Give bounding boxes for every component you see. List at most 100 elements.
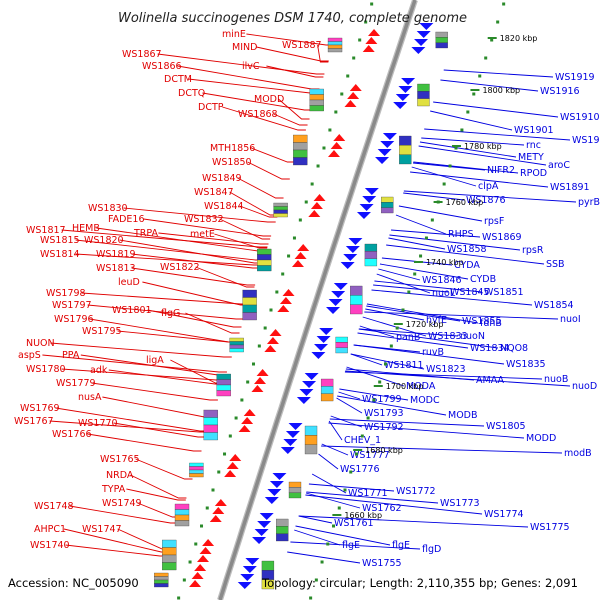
right-gene-label[interactable]: WS1891	[550, 182, 590, 193]
right-gene-label[interactable]: WS1919	[555, 72, 595, 83]
left-gene-label[interactable]: WS1830	[88, 203, 128, 214]
right-gene-label[interactable]: CYDA	[454, 260, 480, 271]
right-gene-label[interactable]: ruvB	[422, 347, 444, 358]
right-gene-label[interactable]: NQO8	[500, 343, 528, 354]
right-gene-label[interactable]: WS1811	[384, 360, 424, 371]
right-gene-label[interactable]: nuoN	[460, 331, 485, 342]
right-gene-label[interactable]: WS1851	[484, 287, 524, 298]
left-gene-label[interactable]: TRPA	[133, 228, 159, 239]
left-gene-label[interactable]: WS1849	[202, 173, 242, 184]
left-gene-label[interactable]: WS1813	[96, 263, 136, 274]
left-gene-label[interactable]: MTH1856	[210, 143, 255, 154]
left-gene-label[interactable]: WS1814	[40, 249, 80, 260]
right-gene-label[interactable]: WS1761	[334, 518, 374, 529]
left-gene-label[interactable]: WS1795	[82, 326, 122, 337]
right-gene-label[interactable]: nuoD	[572, 381, 597, 392]
left-gene-label[interactable]: WS1749	[102, 498, 142, 509]
left-gene-label[interactable]: WS1819	[96, 249, 136, 260]
right-gene-label[interactable]: modB	[564, 448, 592, 459]
left-gene-label[interactable]: flgG	[161, 308, 180, 319]
right-gene-label[interactable]: MODB	[448, 410, 478, 421]
right-gene-label[interactable]: flgE	[392, 540, 410, 551]
right-gene-label[interactable]: WS1901	[514, 125, 554, 136]
left-gene-label[interactable]: WS1740	[30, 540, 70, 551]
left-gene-label[interactable]: WS1866	[142, 61, 182, 72]
left-gene-label[interactable]: ilvC	[242, 61, 260, 72]
right-gene-label[interactable]: RHPS	[448, 229, 474, 240]
right-gene-label[interactable]: CHEV_1	[344, 435, 381, 446]
right-gene-label[interactable]: aroC	[548, 160, 570, 171]
right-gene-label[interactable]: WS1776	[340, 464, 380, 475]
left-gene-label[interactable]: HEMB	[72, 223, 100, 234]
right-gene-label[interactable]: WS1855	[462, 316, 502, 327]
left-gene-label[interactable]: WS1868	[238, 109, 278, 120]
right-gene-label[interactable]: MODA	[406, 381, 436, 392]
left-gene-label[interactable]: DCTQ	[178, 88, 205, 99]
right-gene-label[interactable]: WS1755	[362, 558, 402, 569]
left-gene-label[interactable]: WS1765	[100, 454, 140, 465]
left-gene-label[interactable]: FADE16	[108, 214, 145, 225]
left-gene-label[interactable]: WS1748	[34, 501, 74, 512]
left-gene-label[interactable]: WS1847	[194, 187, 234, 198]
right-gene-label[interactable]: WS1846	[422, 275, 462, 286]
right-gene-label[interactable]: WS1772	[396, 486, 436, 497]
left-gene-label[interactable]: WS1796	[54, 314, 94, 325]
left-gene-label[interactable]: WS1844	[204, 201, 244, 212]
left-gene-label[interactable]: TYPA	[101, 484, 126, 495]
right-gene-label[interactable]: WS1833	[428, 331, 468, 342]
right-gene-label[interactable]: WS1773	[440, 498, 480, 509]
right-gene-label[interactable]: WS1771	[348, 488, 388, 499]
right-gene-label[interactable]: WS1799	[362, 394, 402, 405]
left-gene-label[interactable]: WS1832	[184, 214, 224, 225]
right-gene-label[interactable]: WS1845	[450, 287, 490, 298]
left-gene-label[interactable]: metE	[190, 229, 215, 240]
right-gene-label[interactable]: WS1876	[466, 195, 506, 206]
left-gene-label[interactable]: WS1767	[14, 416, 54, 427]
right-gene-label[interactable]: WS1834	[470, 343, 510, 354]
left-gene-label[interactable]: DCTP	[198, 102, 224, 113]
left-gene-label[interactable]: WS1867	[122, 49, 162, 60]
left-gene-label[interactable]: MODD	[254, 94, 284, 105]
right-gene-label[interactable]: flgD	[422, 544, 441, 555]
left-gene-label[interactable]: adk	[90, 365, 108, 376]
right-gene-label[interactable]: WS1916	[540, 86, 580, 97]
left-gene-label[interactable]: WS1769	[20, 403, 60, 414]
right-gene-label[interactable]: panB	[396, 332, 420, 343]
right-gene-label[interactable]: MODD	[526, 433, 556, 444]
left-gene-label[interactable]: WS1822	[160, 262, 200, 273]
left-gene-label[interactable]: WS1887	[282, 40, 322, 51]
left-gene-label[interactable]: WS1820	[84, 235, 124, 246]
right-gene-label[interactable]: rpsF	[484, 216, 504, 227]
left-gene-label[interactable]: WS1766	[52, 429, 92, 440]
left-gene-label[interactable]: leuD	[118, 277, 140, 288]
right-gene-label[interactable]: NIFR2	[487, 165, 515, 176]
left-gene-label[interactable]: WS1801	[112, 305, 152, 316]
right-gene-label[interactable]: rpsR	[522, 245, 544, 256]
right-gene-label[interactable]: METY	[518, 152, 544, 163]
right-gene-label[interactable]: MODC	[410, 395, 440, 406]
right-gene-label[interactable]: WS1854	[534, 300, 574, 311]
left-gene-label[interactable]: nusA	[78, 392, 102, 403]
left-gene-label[interactable]: WS1797	[52, 300, 92, 311]
right-gene-label[interactable]: CYDB	[470, 274, 496, 285]
right-gene-label[interactable]: fdhB	[480, 318, 502, 329]
right-gene-label[interactable]: AMAA	[476, 375, 504, 386]
left-gene-label[interactable]: NUON	[26, 338, 55, 349]
right-gene-label[interactable]: WS1835	[506, 359, 546, 370]
left-gene-label[interactable]: ligA	[146, 355, 164, 366]
left-gene-label[interactable]: WS1798	[46, 288, 86, 299]
left-gene-label[interactable]: WS1850	[212, 157, 252, 168]
left-gene-label[interactable]: NRDA	[106, 470, 134, 481]
left-gene-label[interactable]: PPA	[62, 350, 80, 361]
right-gene-label[interactable]: WS1775	[530, 522, 570, 533]
left-gene-label[interactable]: WS1747	[82, 524, 122, 535]
right-gene-label[interactable]: WS1777	[350, 450, 390, 461]
left-gene-label[interactable]: AHPC1	[34, 524, 66, 535]
left-gene-label[interactable]: aspS	[18, 350, 41, 361]
right-gene-label[interactable]: nuoL	[432, 288, 456, 299]
right-gene-label[interactable]: clpA	[478, 181, 499, 192]
right-gene-label[interactable]: WS1774	[484, 509, 524, 520]
right-gene-label[interactable]: WS1858	[447, 244, 487, 255]
right-gene-label[interactable]: hyfE	[426, 315, 447, 326]
right-gene-label[interactable]: RPOD	[520, 168, 547, 179]
